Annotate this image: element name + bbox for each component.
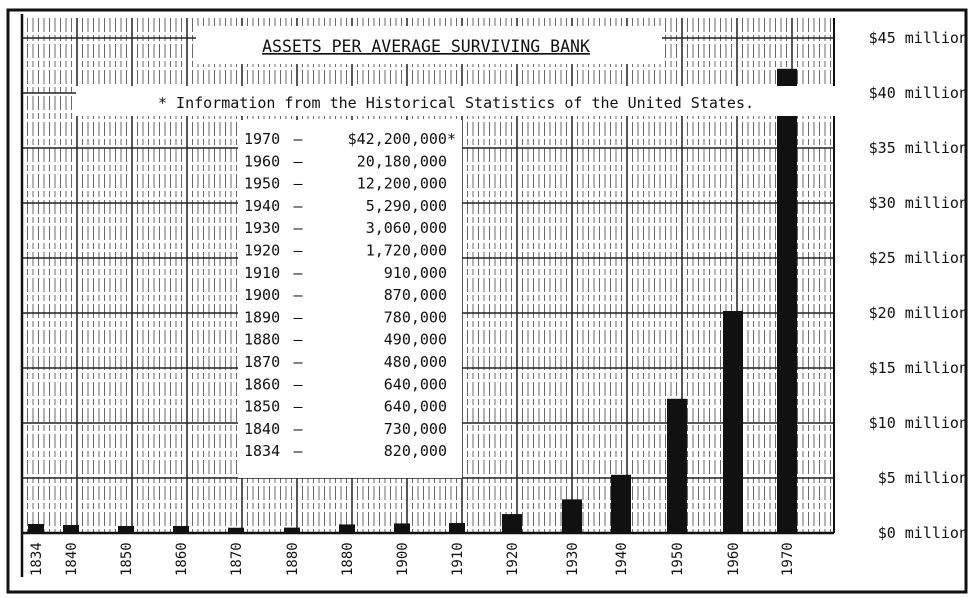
table-dash: –	[293, 331, 303, 349]
table-year: 1870	[244, 353, 280, 371]
data-table: 1970– $42,200,000*1960–20,180,0001950–12,…	[244, 130, 456, 460]
bar-1960-13	[723, 311, 743, 533]
table-dash: –	[293, 308, 303, 326]
y-tick-label: $15 million	[869, 359, 968, 377]
chart-frame	[6, 8, 968, 594]
table-dash: –	[293, 420, 303, 438]
x-tick-label: 1850	[119, 542, 135, 576]
bar-1850-2	[118, 525, 134, 533]
table-value: 780,000	[384, 308, 447, 326]
x-tick-label: 1940	[614, 542, 630, 576]
bar-1950-12	[667, 398, 687, 533]
bar-1910-8	[449, 522, 465, 533]
y-tick-label: $40 million	[869, 84, 968, 102]
table-year: 1840	[244, 420, 280, 438]
y-tick-label: $30 million	[869, 194, 968, 212]
title-panel	[196, 26, 662, 64]
footnote-panel	[76, 86, 838, 116]
x-tick-label: 1930	[565, 542, 581, 576]
x-axis-tick-labels: 1834 1840 1850 1860 1870 1880 1880 1900 1910 1920…	[29, 542, 796, 576]
table-year: 1940	[244, 197, 280, 215]
x-tick-label: 1840	[64, 542, 80, 576]
x-tick-label: 1870	[229, 542, 245, 576]
table-year: 1930	[244, 219, 280, 237]
table-value: 1,720,000	[366, 242, 447, 260]
chart-title: ASSETS PER AVERAGE SURVIVING BANK	[262, 37, 590, 56]
table-dash: –	[293, 353, 303, 371]
bar-1970-14	[777, 68, 797, 534]
table-dash: –	[293, 442, 303, 460]
y-tick-label: $25 million	[869, 249, 968, 267]
x-tick-label: 1880	[340, 542, 356, 576]
bar-1880-5	[284, 527, 300, 533]
x-tick-label: 1960	[726, 542, 742, 576]
table-year: 1880	[244, 331, 280, 349]
footnote: * Information from the Historical Statis…	[158, 94, 754, 112]
table-year: 1890	[244, 308, 280, 326]
table-year: 1834	[244, 442, 280, 460]
y-tick-label: $5 million	[878, 469, 968, 487]
table-dash: –	[293, 130, 303, 148]
bar-1920-9	[502, 514, 522, 533]
y-tick-label: $35 million	[869, 139, 968, 157]
table-year: 1860	[244, 375, 280, 393]
y-tick-label: $0 million	[878, 524, 968, 542]
y-tick-label: $20 million	[869, 304, 968, 322]
table-dash: –	[293, 175, 303, 193]
table-year: 1950	[244, 175, 280, 193]
table-year: 1960	[244, 152, 280, 170]
table-value: 820,000	[384, 442, 447, 460]
bar-1900-7	[394, 523, 410, 533]
x-tick-label: 1950	[670, 542, 686, 576]
x-tick-label: 1860	[174, 542, 190, 576]
x-tick-label: 1880	[285, 542, 301, 576]
table-value: 3,060,000	[366, 219, 447, 237]
table-year: 1900	[244, 286, 280, 304]
bars	[28, 68, 797, 534]
bar-1880-6	[339, 524, 355, 533]
table-dash: –	[293, 398, 303, 416]
bar-1840-1	[63, 524, 79, 533]
table-value: 910,000	[384, 264, 447, 282]
table-dash: –	[293, 375, 303, 393]
bar-1870-4	[228, 527, 244, 533]
x-tick-label: 1900	[395, 542, 411, 576]
table-year: 1970	[244, 130, 280, 148]
table-value: 480,000	[384, 353, 447, 371]
table-value: 5,290,000	[366, 197, 447, 215]
table-dash: –	[293, 219, 303, 237]
table-value: 870,000	[384, 286, 447, 304]
x-tick-label: 1910	[450, 542, 466, 576]
table-dash: –	[293, 264, 303, 282]
table-year: 1910	[244, 264, 280, 282]
table-dash: –	[293, 242, 303, 260]
x-tick-label: 1834	[29, 542, 45, 576]
y-tick-label: $45 million	[869, 29, 968, 47]
table-value: 20,180,000	[357, 152, 447, 170]
table-value: 640,000	[384, 398, 447, 416]
y-tick-label: $10 million	[869, 414, 968, 432]
table-value: 640,000	[384, 375, 447, 393]
x-tick-label: 1970	[780, 542, 796, 576]
y-axis-tick-labels: $0 million $5 million $10 million $15 milli…	[869, 29, 968, 542]
table-dash: –	[293, 286, 303, 304]
table-dash: –	[293, 152, 303, 170]
table-dash: –	[293, 197, 303, 215]
table-value: 12,200,000	[357, 175, 447, 193]
bar-1834-0	[28, 523, 44, 533]
x-tick-label: 1920	[505, 542, 521, 576]
bar-1930-10	[562, 499, 582, 533]
data-table-panel	[238, 120, 462, 478]
table-value: 730,000	[384, 420, 447, 438]
table-value: 490,000	[384, 331, 447, 349]
table-year: 1850	[244, 398, 280, 416]
bar-1860-3	[173, 525, 189, 533]
bar-1940-11	[611, 474, 631, 533]
table-value: $42,200,000*	[348, 130, 456, 148]
table-year: 1920	[244, 242, 280, 260]
